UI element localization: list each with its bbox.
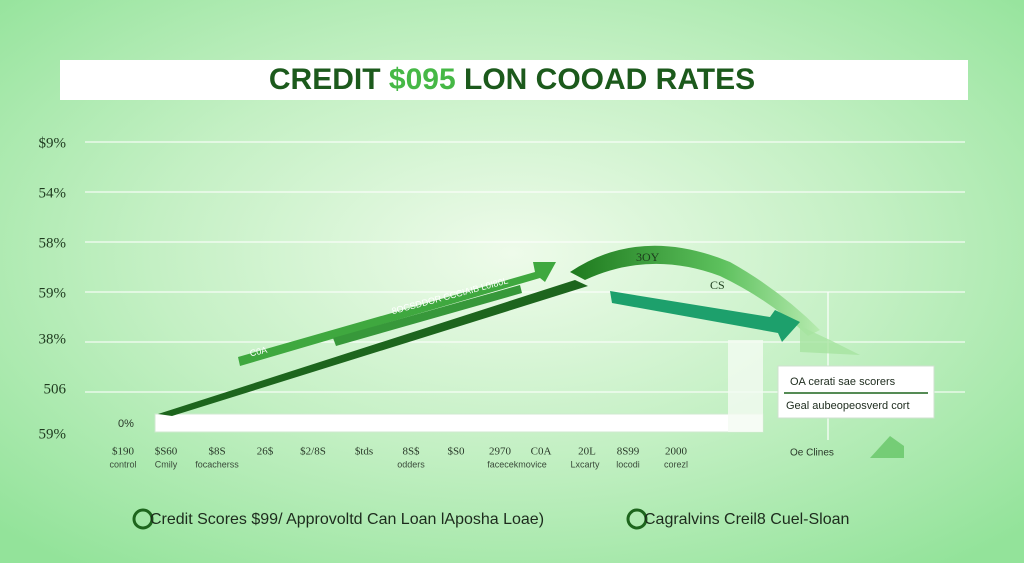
x-label: $8S — [208, 446, 225, 458]
x-sublabel: focacherss — [195, 459, 239, 469]
callout-line: Geal aubeopeosverd cort — [786, 400, 910, 412]
x-label: $S60 — [155, 446, 178, 458]
x-label: $2/8S — [300, 446, 326, 458]
x-sublabel: control — [109, 459, 136, 469]
x-sublabel: Lxcarty — [570, 459, 600, 469]
arrow-tip — [800, 326, 860, 355]
callout-box — [777, 365, 935, 419]
x-sublabel: facecekmovice — [487, 459, 547, 469]
title-part: CREDIT — [269, 63, 381, 96]
x-sublabel: locodi — [616, 459, 640, 469]
curve-label: CS — [710, 278, 725, 292]
legend-icon — [626, 508, 648, 530]
title-bar — [60, 60, 968, 100]
arrow-band — [333, 285, 522, 346]
legend-icon — [132, 508, 154, 530]
x-label: 2000 — [665, 446, 688, 458]
x-label: $190 — [112, 446, 135, 458]
side-label: Oe Clines — [790, 448, 834, 459]
curve-label: 3OY — [636, 250, 660, 264]
x-sublabel: odders — [397, 459, 425, 469]
x-label: 26$ — [257, 446, 274, 458]
title-part: LON COOAD RATES — [464, 63, 755, 96]
legend: Credit Scores $99/ Approvoltd Can Loan l… — [132, 508, 849, 530]
y-label: 59% — [39, 285, 67, 301]
callout-line: OA cerati sae scorers — [790, 376, 896, 388]
x-label: 2970 — [489, 446, 512, 458]
x-label: $tds — [355, 446, 373, 458]
zero-label: 0% — [118, 418, 134, 430]
arrow — [238, 262, 556, 366]
baseline-bar — [154, 413, 764, 433]
arrow-label: C0A — [249, 345, 268, 358]
y-label: 54% — [39, 185, 67, 201]
curved-arrow — [570, 245, 820, 336]
teal-arrow — [610, 291, 800, 342]
y-label: 506 — [44, 381, 67, 397]
x-sublabel: Cmily — [155, 459, 178, 469]
legend-entry: Credit Scores $99/ Approvoltd Can Loan l… — [150, 511, 544, 528]
y-label: 38% — [39, 331, 67, 347]
x-label: 8S$ — [402, 446, 420, 458]
y-label: 59% — [39, 426, 67, 442]
x-labels: $190 control $S60 Cmily $8S focacherss 2… — [109, 446, 688, 470]
mini-arrow — [870, 436, 904, 458]
legend-entry: Cagralvins Creil8 Cuel-Sloan — [644, 511, 849, 528]
x-label: C0A — [531, 446, 552, 458]
trend-line — [158, 280, 588, 416]
title: CREDIT $095 LON COOAD RATES — [269, 63, 755, 96]
x-label: $S0 — [447, 446, 465, 458]
x-sublabel: corezl — [664, 459, 688, 469]
x-label: 8S99 — [617, 446, 640, 458]
title-part: $095 — [389, 63, 456, 96]
x-label: 20L — [578, 446, 596, 458]
column — [728, 340, 763, 432]
y-label: $9% — [39, 135, 67, 151]
y-label: 58% — [39, 235, 67, 251]
